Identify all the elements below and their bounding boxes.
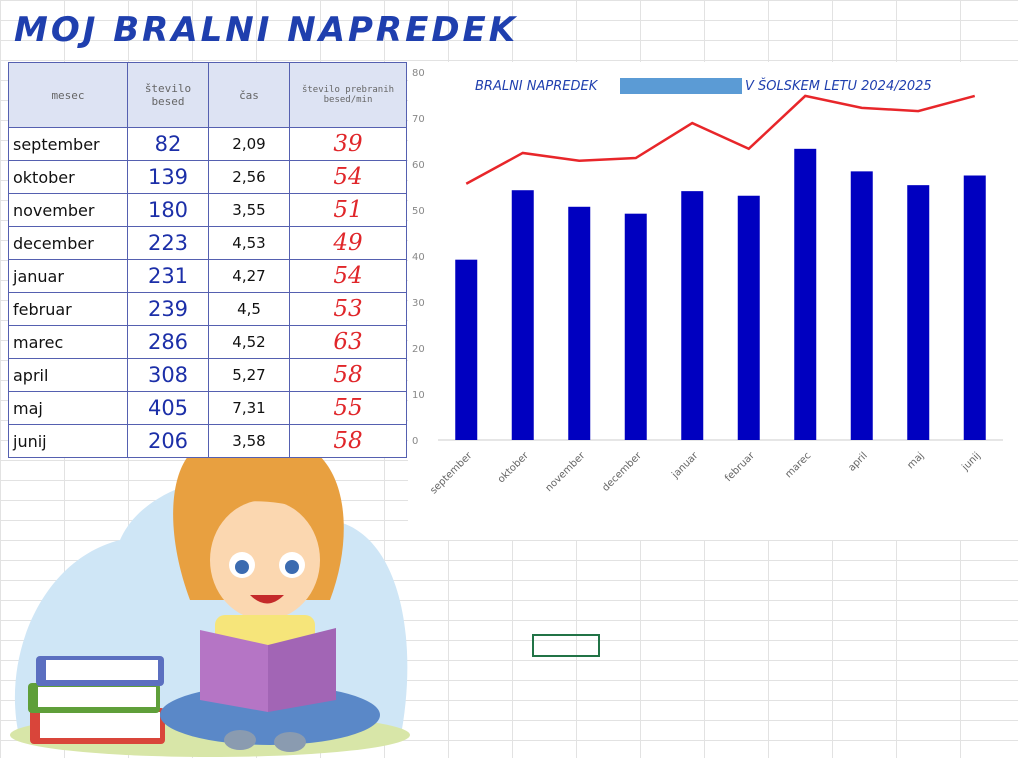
- table-cell: 3,55: [208, 193, 290, 227]
- table-row: junij 206 3,58 58: [8, 424, 407, 458]
- table-cell: 82: [127, 127, 209, 161]
- table-cell: 2,09: [208, 127, 290, 161]
- table-cell: 54: [289, 160, 407, 194]
- table-row: april 308 5,27 58: [8, 358, 407, 392]
- table-cell: 139: [127, 160, 209, 194]
- table-row: marec 286 4,52 63: [8, 325, 407, 359]
- table-cell: 58: [289, 424, 407, 458]
- table-cell: 49: [289, 226, 407, 260]
- table-cell: junij: [8, 424, 128, 458]
- table-cell: 308: [127, 358, 209, 392]
- table-cell: 286: [127, 325, 209, 359]
- table-cell: 58: [289, 358, 407, 392]
- y-tick-label: 80: [412, 68, 425, 79]
- table-row: oktober 139 2,56 54: [8, 160, 407, 194]
- table-cell: 3,58: [208, 424, 290, 458]
- selected-cell[interactable]: [532, 634, 600, 657]
- table-cell: 206: [127, 424, 209, 458]
- table-cell: januar: [8, 259, 128, 293]
- bar: [907, 185, 930, 440]
- table-cell: februar: [8, 292, 128, 326]
- table-cell: 4,52: [208, 325, 290, 359]
- chart-title: BRALNI NAPREDEK: [475, 79, 599, 94]
- table-cell: 4,27: [208, 259, 290, 293]
- table-cell: 51: [289, 193, 407, 227]
- table-cell: november: [8, 193, 128, 227]
- bar: [681, 191, 704, 440]
- table-cell: 239: [127, 292, 209, 326]
- table-cell: 39: [289, 127, 407, 161]
- redaction: [620, 78, 742, 94]
- table-cell: september: [8, 127, 128, 161]
- table-cell: 180: [127, 193, 209, 227]
- table-cell: 2,56: [208, 160, 290, 194]
- table-cell: 223: [127, 226, 209, 260]
- table-cell: 231: [127, 259, 209, 293]
- table-row: maj 405 7,31 55: [8, 391, 407, 425]
- table-cell: december: [8, 226, 128, 260]
- y-tick-label: 0: [412, 436, 418, 447]
- table-row: december 223 4,53 49: [8, 226, 407, 260]
- table-cell: 53: [289, 292, 407, 326]
- table-row: november 180 3,55 51: [8, 193, 407, 227]
- table-cell: 5,27: [208, 358, 290, 392]
- table-cell: marec: [8, 325, 128, 359]
- chart-title: V ŠOLSKEM LETU 2024/2025: [745, 78, 932, 94]
- table-cell: 55: [289, 391, 407, 425]
- line: [465, 94, 976, 185]
- table-cell: april: [8, 358, 128, 392]
- bar: [737, 195, 760, 440]
- table-cell: oktober: [8, 160, 128, 194]
- page-title: MOJ BRALNI NAPREDEK: [14, 10, 519, 50]
- table-cell: 54: [289, 259, 407, 293]
- table-cell: 63: [289, 325, 407, 359]
- y-tick-label: 40: [412, 252, 425, 263]
- bar: [794, 148, 817, 440]
- illustration: [10, 440, 410, 757]
- column-header: mesec: [8, 62, 128, 128]
- bar: [963, 175, 986, 440]
- bar: [455, 259, 478, 440]
- y-tick-label: 30: [412, 298, 425, 309]
- y-tick-label: 60: [412, 160, 425, 171]
- column-header: število besed: [127, 62, 209, 128]
- table-cell: 7,31: [208, 391, 290, 425]
- y-tick-label: 50: [412, 206, 425, 217]
- bar: [624, 213, 647, 440]
- column-header: čas: [208, 62, 290, 128]
- table-cell: 4,53: [208, 226, 290, 260]
- y-tick-label: 20: [412, 344, 425, 355]
- table-row: januar 231 4,27 54: [8, 259, 407, 293]
- y-tick-label: 70: [412, 114, 425, 125]
- bar: [850, 171, 873, 441]
- table-cell: maj: [8, 391, 128, 425]
- bar: [568, 206, 591, 440]
- table-row: februar 239 4,5 53: [8, 292, 407, 326]
- column-header: število prebranih besed/min: [289, 62, 407, 128]
- bar: [511, 190, 534, 440]
- table-cell: 4,5: [208, 292, 290, 326]
- table-row: september 82 2,09 39: [8, 127, 407, 161]
- table-cell: 405: [127, 391, 209, 425]
- data-table: mesec število besed čas število prebranih b…: [8, 62, 407, 458]
- y-tick-label: 10: [412, 390, 425, 401]
